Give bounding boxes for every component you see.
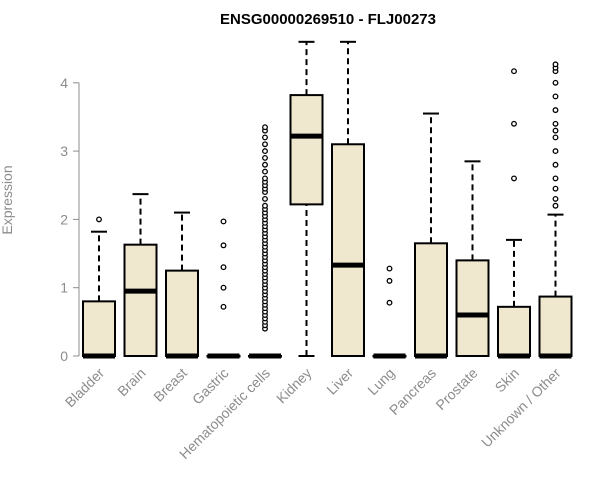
- x-tick-label: Bladder: [62, 365, 108, 411]
- y-tick-label: 3: [60, 143, 68, 159]
- outlier-point: [220, 284, 227, 291]
- outlier-point: [262, 175, 268, 182]
- outlier-point: [262, 148, 268, 155]
- box-body: [165, 269, 199, 357]
- x-tick-label: Liver: [323, 365, 356, 398]
- outlier-point: [511, 68, 517, 75]
- outlier-point: [96, 216, 102, 223]
- outlier-point: [552, 61, 559, 68]
- outlier-point: [552, 134, 559, 141]
- outlier-point: [262, 154, 268, 161]
- box-body: [538, 295, 573, 358]
- outlier-point: [552, 195, 559, 202]
- box-gastric: [206, 218, 241, 359]
- box-body: [82, 300, 116, 357]
- box-bladder: [82, 216, 116, 359]
- outlier-point: [262, 124, 268, 131]
- box-body: [414, 242, 448, 357]
- box-kidney: [289, 40, 324, 357]
- outlier-point: [511, 120, 517, 127]
- outlier-point: [262, 134, 268, 141]
- outlier-point: [262, 161, 268, 168]
- box-body: [455, 259, 490, 358]
- outlier-point: [552, 93, 559, 100]
- outlier-point: [220, 242, 227, 249]
- box-unknown-other: [538, 61, 573, 359]
- y-tick-label: 4: [60, 75, 68, 91]
- x-tick-label: Brain: [114, 365, 148, 399]
- outlier-point: [552, 79, 559, 86]
- box-body: [123, 243, 158, 358]
- y-tick-label: 2: [60, 211, 68, 227]
- outlier-point: [386, 265, 393, 272]
- outlier-point: [220, 303, 227, 310]
- outlier-point: [262, 168, 268, 175]
- box-prostate: [455, 160, 490, 358]
- outlier-point: [262, 141, 268, 148]
- outlier-point: [552, 127, 559, 134]
- x-tick-label: Prostate: [432, 365, 480, 413]
- outlier-point: [386, 299, 393, 306]
- outlier-point: [552, 107, 559, 114]
- outlier-point: [511, 175, 517, 182]
- outlier-point: [552, 202, 559, 209]
- outlier-point: [386, 277, 393, 284]
- outlier-point: [220, 264, 227, 271]
- chart-title: ENSG00000269510 - FLJ00273: [220, 11, 436, 28]
- outlier-point: [552, 175, 559, 182]
- box-body: [497, 305, 531, 358]
- outlier-point: [552, 148, 559, 155]
- y-tick-label: 1: [60, 280, 68, 296]
- box-pancreas: [414, 112, 448, 359]
- axes: 0 1 2 3 4: [60, 75, 80, 364]
- box-liver: [331, 40, 365, 357]
- outlier-point: [262, 202, 268, 209]
- box-body: [289, 94, 324, 206]
- x-tick-label: Kidney: [273, 365, 315, 407]
- x-tick-label: Breast: [150, 365, 190, 405]
- y-tick-label: 0: [60, 348, 68, 364]
- box-skin: [497, 68, 531, 359]
- outlier-point: [552, 185, 559, 192]
- outlier-point: [220, 218, 227, 225]
- outlier-point: [552, 120, 559, 127]
- box-hematopoietic-cells: [248, 124, 282, 359]
- x-tick-label: Lung: [364, 365, 397, 398]
- boxes-group: [82, 40, 573, 359]
- y-axis-label: Expression: [0, 165, 15, 234]
- x-tick-label: Unknown / Other: [478, 365, 564, 451]
- box-breast: [165, 211, 199, 359]
- box-lung: [372, 265, 407, 359]
- outlier-point: [552, 161, 559, 168]
- box-body: [331, 143, 365, 357]
- x-tick-label: Skin: [492, 365, 523, 396]
- outlier-point: [262, 195, 268, 202]
- box-brain: [123, 193, 158, 358]
